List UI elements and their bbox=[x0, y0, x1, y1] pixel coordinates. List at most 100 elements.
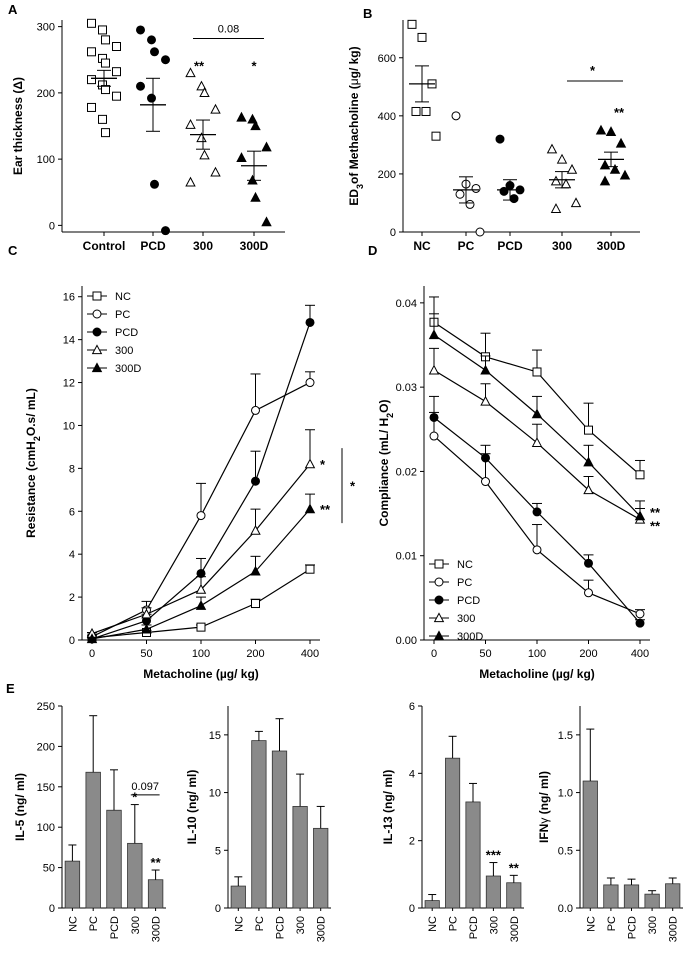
chart-e-ifng-bar bbox=[665, 883, 681, 909]
chart-a-point bbox=[136, 81, 145, 91]
chart-a-point bbox=[199, 87, 210, 98]
chart-d-point bbox=[481, 477, 490, 487]
chart-e-il10-y-label: IL-10 (ng/ ml) bbox=[185, 770, 199, 845]
chart-b-point bbox=[619, 169, 631, 180]
chart-c-point bbox=[251, 599, 260, 609]
chart-a-point bbox=[199, 149, 210, 160]
chart-c-point bbox=[141, 608, 152, 619]
chart-b-y-tick-label: 0 bbox=[390, 227, 396, 239]
chart-e-il5-y-tick-label: 150 bbox=[37, 782, 55, 794]
chart-a-point bbox=[150, 47, 159, 57]
chart-b-point bbox=[465, 199, 475, 209]
chart-c-sig-marker: * bbox=[320, 457, 326, 472]
chart-e-il13-sig-marker: ** bbox=[509, 860, 520, 875]
chart-a-point bbox=[261, 216, 272, 227]
chart-e-il5-sig-marker: ** bbox=[151, 855, 162, 870]
chart-a-y-tick-label: 0 bbox=[49, 220, 55, 232]
chart-a-point bbox=[250, 120, 261, 131]
chart-b-point bbox=[431, 131, 441, 141]
chart-a-point bbox=[261, 141, 272, 152]
panel-label-b: B bbox=[363, 6, 372, 21]
chart-c-point bbox=[251, 405, 260, 415]
chart-e-il10-x-tick-label: NC bbox=[233, 916, 245, 932]
chart-a-y-tick-label: 100 bbox=[37, 154, 55, 166]
chart-a-point bbox=[236, 152, 247, 162]
chart-e-il5-sig-label: 0.097 bbox=[131, 781, 159, 793]
chart-d-x-tick-label: 100 bbox=[528, 648, 546, 660]
chart-e-il10-bar bbox=[313, 827, 329, 909]
chart-d-point bbox=[532, 545, 542, 555]
chart-a-point bbox=[161, 226, 170, 236]
chart-b-point bbox=[609, 163, 621, 174]
chart-e-il10-x-tick-label: 300D bbox=[316, 916, 328, 942]
chart-c-y-tick-label: 12 bbox=[63, 378, 75, 390]
chart-b-point bbox=[546, 143, 558, 154]
chart-d-point bbox=[428, 364, 440, 375]
chart-e-il5-x-tick-label: 300 bbox=[130, 916, 142, 934]
chart-b-sig-marker: ** bbox=[614, 105, 625, 120]
chart-e-il13-x-tick-label: NC bbox=[427, 916, 439, 932]
chart-b-point bbox=[421, 106, 431, 116]
chart-c-y-tick-label: 10 bbox=[63, 420, 75, 432]
chart-a-y-label: Ear thickness (Δ) bbox=[11, 77, 25, 175]
chart-a-point bbox=[185, 67, 196, 78]
chart-b-point bbox=[509, 194, 519, 204]
chart-a-point bbox=[196, 132, 207, 143]
chart-a-point bbox=[210, 166, 221, 177]
chart-b-point bbox=[451, 111, 461, 121]
chart-e-il10-bar bbox=[271, 750, 288, 909]
chart-a-sig-marker: * bbox=[251, 58, 257, 73]
chart-e-ifng-x-tick-label: PCD bbox=[627, 916, 639, 939]
panel-label-a: A bbox=[8, 2, 18, 17]
chart-c-x-tick-label: 0 bbox=[89, 648, 95, 660]
panel-label-c: C bbox=[8, 243, 18, 258]
chart-e-il5-y-tick-label: 50 bbox=[43, 863, 55, 875]
chart-e-il13-bar bbox=[506, 882, 522, 909]
chart-a-point bbox=[136, 25, 145, 35]
chart-c-point bbox=[305, 564, 315, 574]
chart-e-il10-y-tick-label: 0 bbox=[215, 903, 221, 915]
chart-b-point bbox=[570, 197, 582, 208]
chart-b-x-tick-label: NC bbox=[413, 239, 431, 253]
chart-e-il5-bar bbox=[106, 809, 122, 909]
chart-e-il5-y-tick-label: 200 bbox=[37, 741, 55, 753]
chart-e-il5-y-label: IL-5 (ng/ ml) bbox=[13, 773, 27, 841]
chart-d-point bbox=[429, 431, 439, 441]
chart-c-legend-label: NC bbox=[115, 291, 131, 303]
chart-b-x-tick-label: PC bbox=[458, 239, 475, 253]
chart-c-legend-marker bbox=[92, 291, 102, 301]
chart-b-point bbox=[417, 32, 427, 42]
chart-b-point bbox=[475, 227, 485, 237]
chart-d-point bbox=[429, 412, 439, 422]
chart-c-y-tick-label: 0 bbox=[69, 635, 75, 647]
chart-d-point bbox=[584, 558, 593, 568]
chart-d-legend-label: PCD bbox=[457, 595, 480, 607]
chart-a-point bbox=[210, 103, 221, 114]
chart-a-point bbox=[87, 18, 96, 28]
chart-e-il10-bar bbox=[230, 885, 246, 909]
chart-a-point bbox=[247, 113, 258, 124]
chart-d-point bbox=[584, 425, 593, 435]
chart-d-x-tick-label: 200 bbox=[579, 648, 597, 660]
chart-c-point bbox=[305, 378, 315, 388]
chart-c-point bbox=[250, 565, 261, 576]
chart-c-y-tick-label: 2 bbox=[69, 592, 75, 604]
chart-d-x-tick-label: 50 bbox=[479, 648, 491, 660]
chart-e-il13-x-tick-label: PC bbox=[448, 916, 460, 931]
chart-d-point bbox=[480, 364, 491, 375]
chart-c-y-tick-label: 14 bbox=[63, 335, 75, 347]
chart-c-x-label: Metacholine (µg/ kg) bbox=[143, 667, 259, 681]
chart-a-sig-label: 0.08 bbox=[218, 24, 239, 36]
chart-e-il13-y-tick-label: 2 bbox=[409, 836, 415, 848]
chart-a-point bbox=[185, 119, 196, 129]
chart-e-il13-x-tick-label: 300 bbox=[488, 916, 500, 934]
chart-c-y-tick-label: 4 bbox=[69, 549, 75, 561]
chart-e-il5-x-tick-label: PC bbox=[88, 916, 100, 931]
chart-d-point bbox=[634, 510, 646, 521]
chart-e-ifng-y-tick-label: 1.0 bbox=[558, 788, 573, 800]
chart-c-legend-marker bbox=[92, 309, 102, 319]
chart-c-legend-label: 300 bbox=[115, 345, 133, 357]
chart-e-il5-x-tick-label: PCD bbox=[109, 916, 121, 939]
chart-d-y-label: Compliance (mL/ H2O) bbox=[377, 399, 395, 526]
chart-e-ifng-y-tick-label: 1.5 bbox=[558, 730, 573, 742]
